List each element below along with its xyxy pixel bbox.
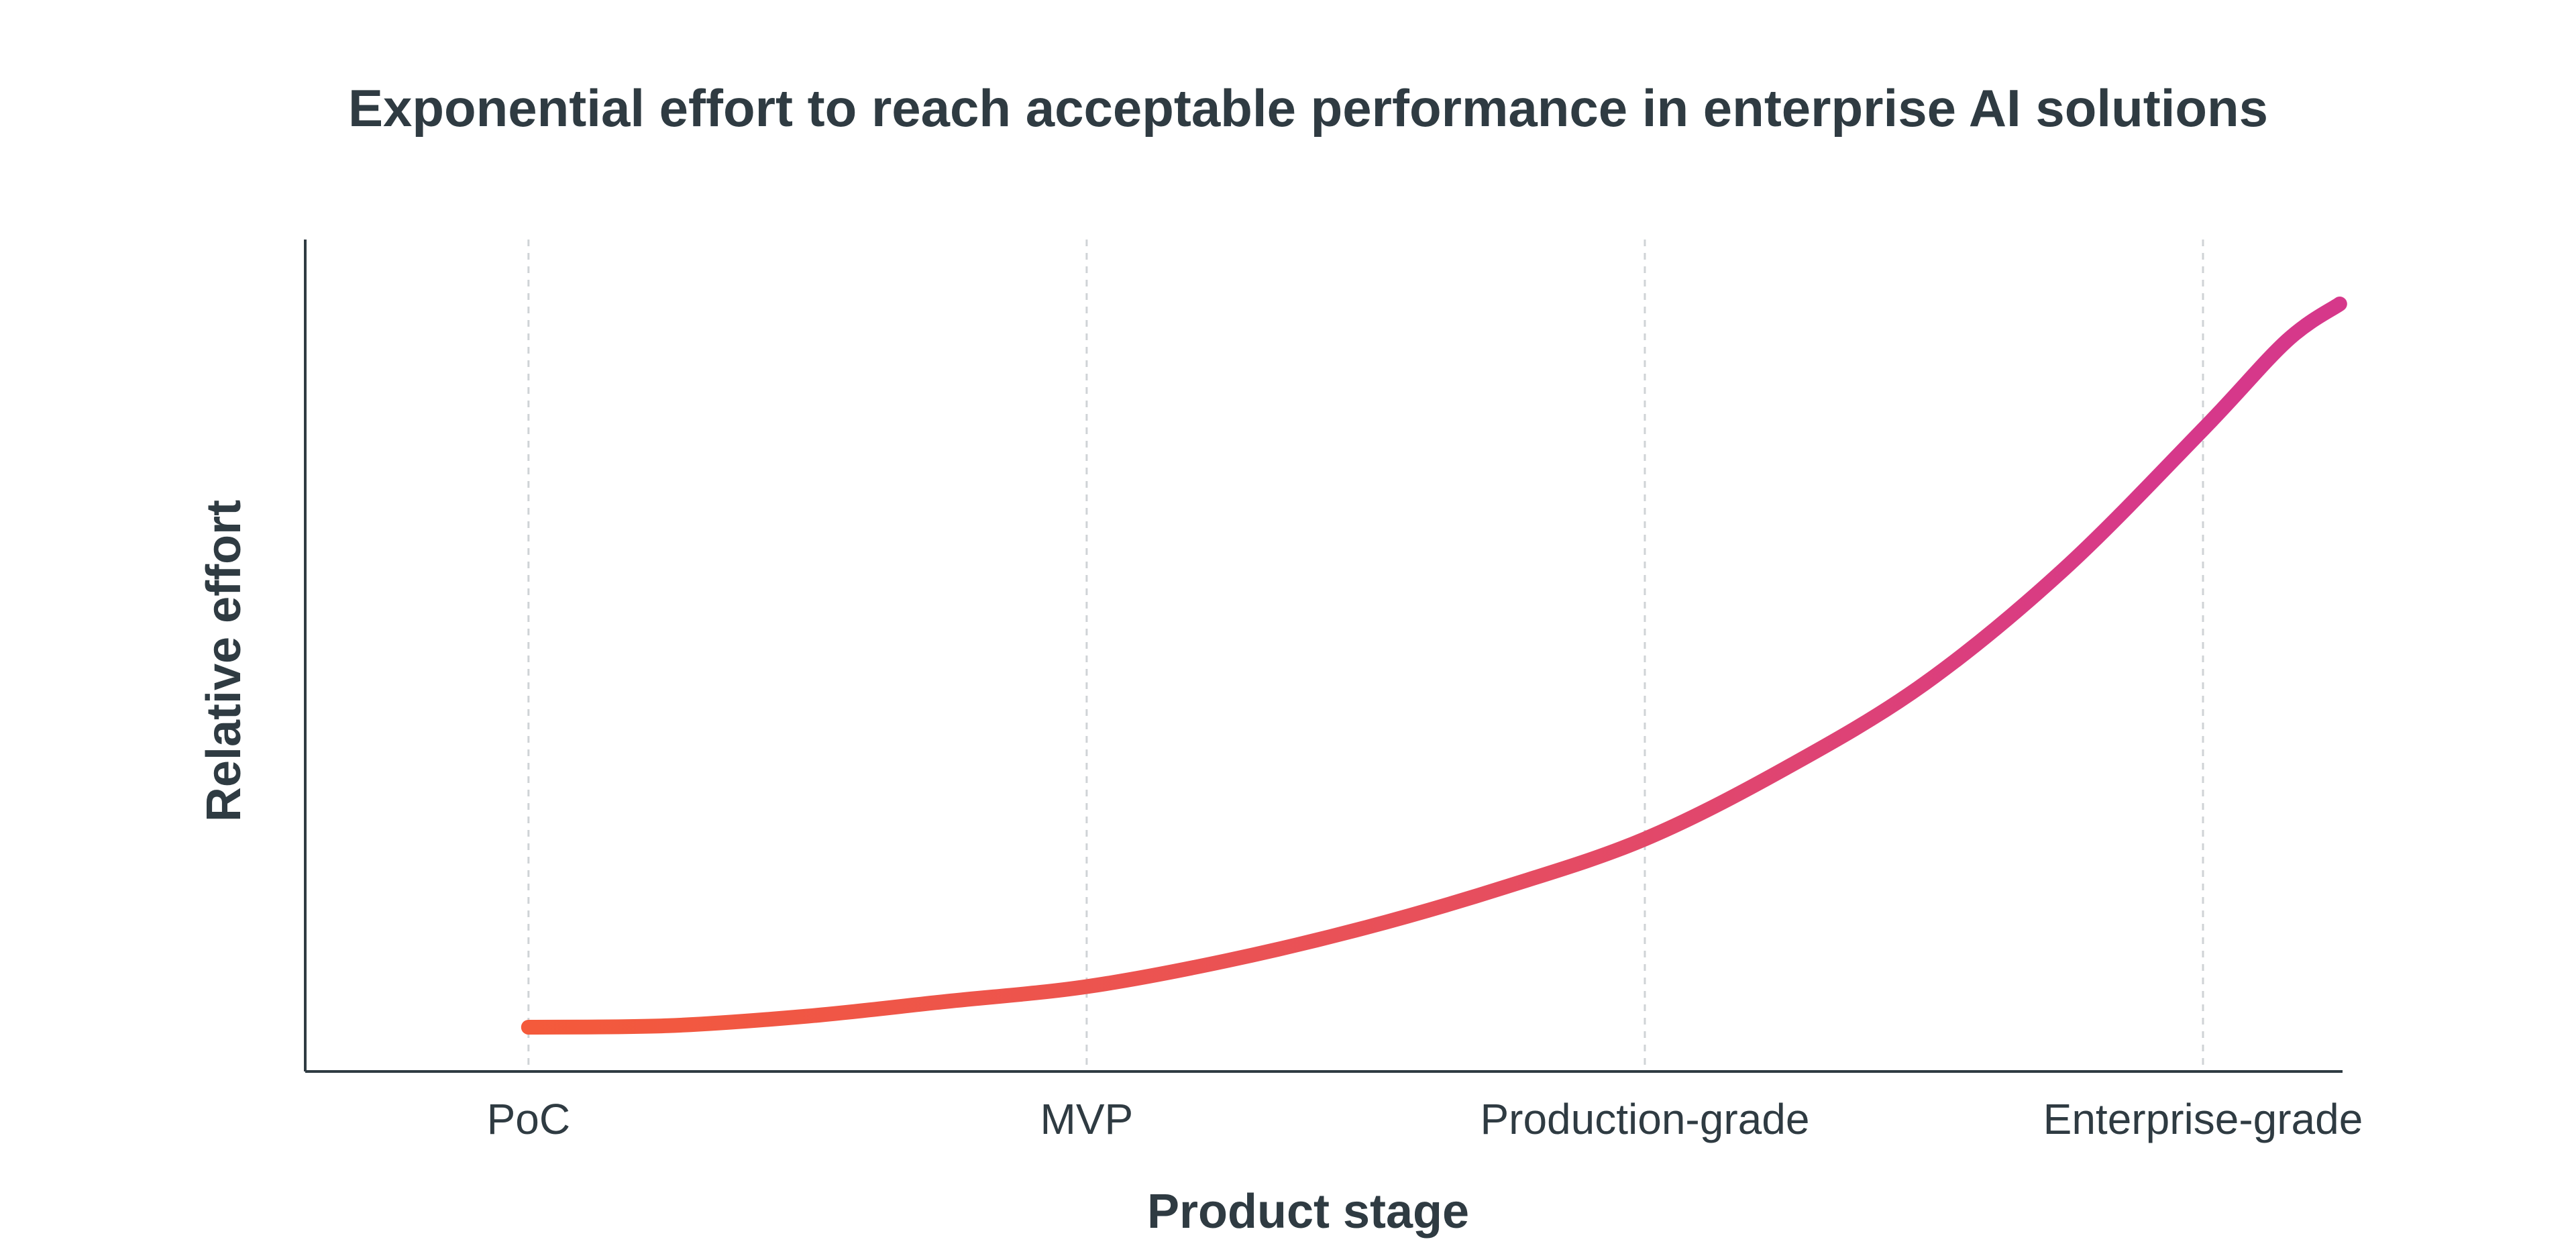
effort-curve xyxy=(521,297,2347,1035)
x-tick-label-enterprise-grade: Enterprise-grade xyxy=(2043,1095,2363,1143)
chart-title: Exponential effort to reach acceptable p… xyxy=(348,78,2268,138)
x-axis-label: Product stage xyxy=(1147,1185,1469,1239)
x-tick-label-mvp: MVP xyxy=(1040,1095,1134,1143)
x-tick-labels: PoC MVP Production-grade Enterprise-grade xyxy=(487,1095,2363,1143)
x-tick-label-poc: PoC xyxy=(487,1095,571,1143)
grid-lines xyxy=(527,240,2204,1071)
y-axis-label: Relative effort xyxy=(197,500,251,822)
x-tick-label-production-grade: Production-grade xyxy=(1480,1095,1809,1143)
